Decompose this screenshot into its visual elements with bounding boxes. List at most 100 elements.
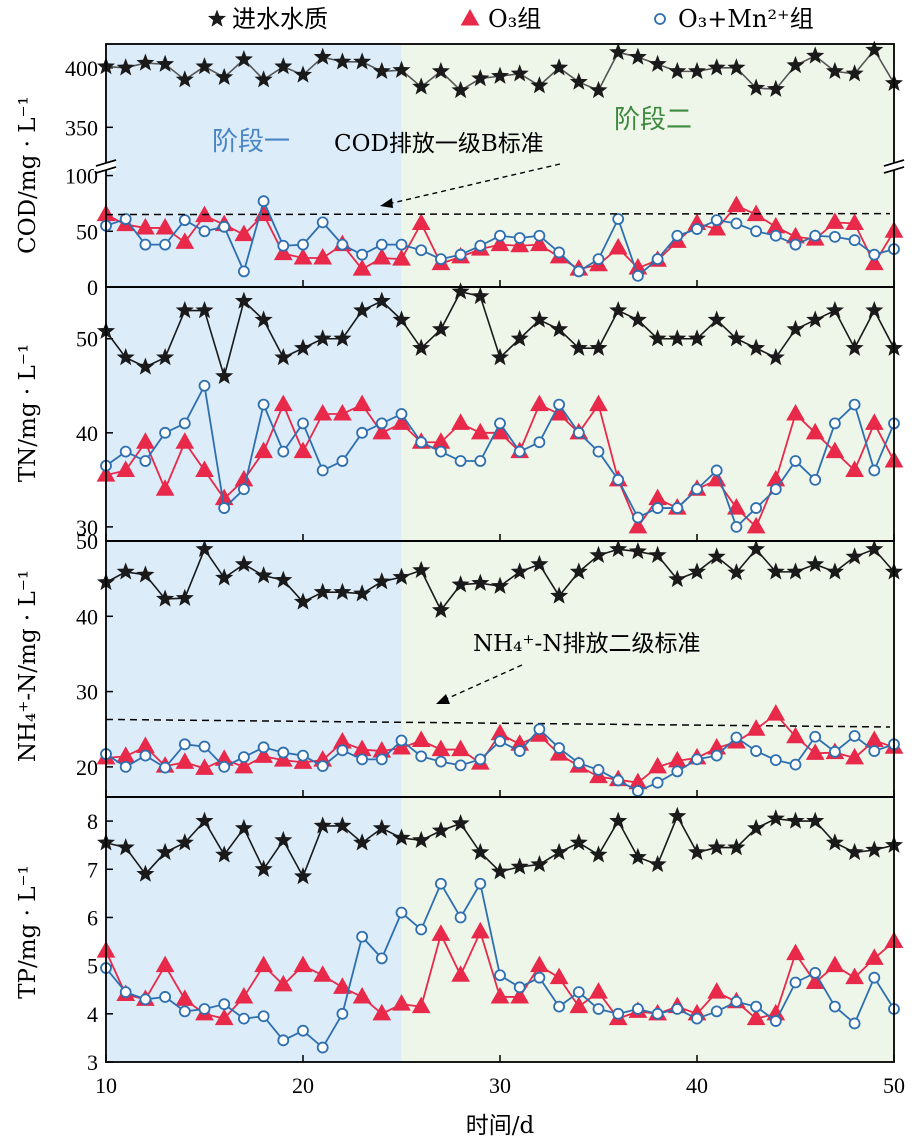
tp-point-o3mn-19 <box>277 1034 290 1047</box>
tn-point-o3mn-38 <box>651 502 664 514</box>
nh4-point-influent-40 <box>687 562 707 580</box>
tp-point-influent-42 <box>727 838 746 856</box>
cod-break-mark-right-top-0 <box>883 159 905 167</box>
tn-point-influent-21 <box>313 329 332 347</box>
cod-point-influent-19 <box>274 57 293 75</box>
tp-point-o3mn-26 <box>415 923 428 936</box>
tn-point-influent-34 <box>569 338 588 356</box>
tp-point-o3mn-24 <box>375 952 388 965</box>
cod-point-o3mn-18 <box>257 195 270 208</box>
nh4-ytick-3: 20 <box>76 755 98 780</box>
cod-ytick-lower-2: 0 <box>87 275 98 300</box>
cod-point-influent-40 <box>687 61 707 80</box>
tp-point-o3mn-18 <box>257 1010 270 1023</box>
cod-point-influent-49 <box>865 40 884 58</box>
tp-point-o3-35 <box>589 982 608 999</box>
tn-point-o3-23 <box>352 394 372 412</box>
tp-point-influent-20 <box>293 867 313 885</box>
tn-point-o3-20 <box>293 441 313 459</box>
nh4-point-influent-28 <box>451 575 470 593</box>
nh4-point-o3mn-32 <box>533 723 546 736</box>
tp-point-o3mn-16 <box>218 998 231 1011</box>
nh4-point-o3-48 <box>845 747 864 765</box>
tn-point-influent-11 <box>116 348 135 366</box>
tp-point-o3mn-17 <box>237 1012 250 1025</box>
nh4-axis-label: NH₄⁺-N/mg · L⁻¹ <box>15 570 41 762</box>
cod-point-o3-23 <box>352 259 372 276</box>
tn-point-o3-28 <box>451 413 470 430</box>
x-axis-label: 时间/d <box>466 1113 535 1139</box>
cod-point-o3mn-48 <box>848 234 861 247</box>
cod-point-o3mn-15 <box>198 225 211 238</box>
tp-point-influent-11 <box>116 838 135 856</box>
nh4-point-o3-27 <box>431 739 451 757</box>
tn-point-o3-13 <box>155 479 175 496</box>
cod-point-o3-48 <box>845 213 864 230</box>
tp-point-influent-35 <box>589 845 608 863</box>
cod-frame-gap-left <box>104 163 108 170</box>
tn-point-influent-22 <box>333 329 352 347</box>
legend: 进水水质 O₃组 O₃+Mn²⁺组 <box>207 5 814 33</box>
tn-point-o3mn-16 <box>218 502 231 514</box>
cod-point-o3mn-24 <box>375 238 388 251</box>
cod-point-o3-14 <box>175 232 195 249</box>
tn-point-influent-38 <box>648 329 667 347</box>
tn-point-o3-14 <box>175 432 195 449</box>
cod-point-influent-17 <box>234 49 253 68</box>
legend-o3mn-label: O₃+Mn²⁺组 <box>678 5 814 33</box>
tp-point-influent-29 <box>471 842 490 861</box>
tp-point-o3mn-27 <box>434 877 447 890</box>
tp-point-o3mn-40 <box>691 1012 703 1025</box>
nh4-point-influent-19 <box>274 570 293 588</box>
cod-point-influent-37 <box>628 47 647 65</box>
tn-point-o3mn-49 <box>868 464 881 477</box>
nh4-point-o3-46 <box>805 743 825 760</box>
tp-point-influent-17 <box>234 818 253 836</box>
cod-point-influent-35 <box>589 80 608 99</box>
tp-point-o3-26 <box>411 996 431 1014</box>
tn-point-influent-15 <box>195 301 214 319</box>
tn-point-o3-11 <box>116 460 136 477</box>
tn-point-o3mn-33 <box>553 398 565 411</box>
tp-point-o3-23 <box>352 986 372 1004</box>
tn-point-o3-25 <box>392 413 411 430</box>
cod-point-influent-30 <box>490 66 510 84</box>
tn-point-o3mn-23 <box>356 426 369 439</box>
cod-point-o3mn-22 <box>336 238 349 251</box>
tp-point-o3mn-45 <box>789 976 802 989</box>
tp-point-o3-20 <box>293 955 313 973</box>
tp-point-o3-41 <box>707 982 727 999</box>
cod-point-o3mn-20 <box>297 238 309 251</box>
tn-ytick-1: 40 <box>76 421 98 446</box>
nh4-point-o3mn-47 <box>829 745 841 758</box>
tp-point-o3mn-41 <box>710 1005 723 1018</box>
x-tick-label-30: 30 <box>489 1073 511 1098</box>
nh4-point-o3mn-38 <box>651 776 664 789</box>
legend-influent-label: 进水水质 <box>232 5 328 33</box>
nh4-point-influent-36 <box>609 539 628 557</box>
tp-ytick-2: 6 <box>87 905 98 930</box>
nh4-point-influent-37 <box>628 542 647 560</box>
cod-point-o3mn-38 <box>651 253 664 266</box>
nh4-point-o3mn-24 <box>375 753 388 766</box>
tn-point-o3mn-11 <box>119 445 132 458</box>
tp-point-o3mn-28 <box>454 911 467 924</box>
nh4-point-influent-31 <box>510 562 529 580</box>
cod-point-influent-14 <box>175 70 194 88</box>
nh4-point-o3mn-44 <box>769 754 782 767</box>
tn-point-o3mn-22 <box>336 455 349 467</box>
cod-point-o3mn-13 <box>159 238 172 251</box>
cod-point-influent-46 <box>806 46 825 64</box>
tp-point-influent-39 <box>668 806 687 824</box>
tn-point-influent-42 <box>727 329 746 347</box>
tp-point-o3mn-12 <box>139 993 152 1006</box>
nh4-point-influent-34 <box>569 562 588 580</box>
tn-point-o3mn-13 <box>159 426 172 439</box>
cod-ytick-lower-0: 100 <box>65 164 98 189</box>
legend-circle-marker <box>654 13 666 25</box>
nh4-point-o3mn-14 <box>178 738 191 751</box>
nh4-point-o3mn-11 <box>119 760 132 773</box>
cod-point-o3mn-39 <box>671 229 684 242</box>
tn-point-o3mn-30 <box>494 417 506 430</box>
